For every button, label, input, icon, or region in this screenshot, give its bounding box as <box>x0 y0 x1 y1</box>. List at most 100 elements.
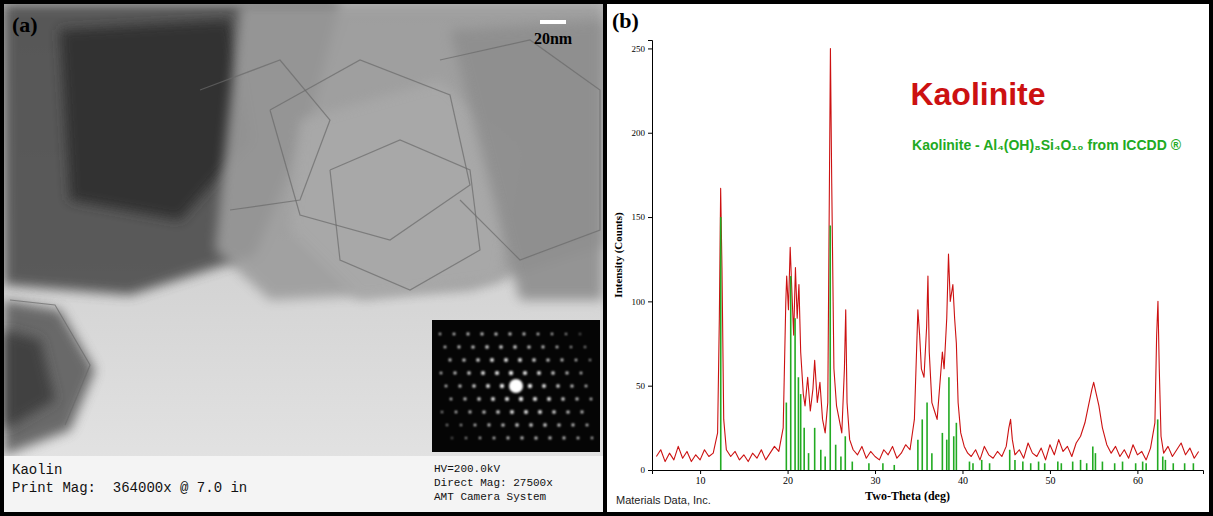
saed-spot <box>527 345 530 348</box>
y-tick-mark <box>648 48 652 49</box>
saed-spot <box>467 371 470 374</box>
saed-spot <box>501 423 504 426</box>
saed-spot <box>528 384 532 388</box>
x-axis: 102030405060 <box>653 470 1204 486</box>
saed-spot <box>547 397 551 401</box>
reference-stick <box>1086 463 1088 470</box>
reference-stick <box>798 377 800 470</box>
x-tick: 20 <box>783 470 793 486</box>
saed-spot <box>518 358 522 362</box>
reference-stick <box>1135 463 1137 470</box>
reference-stick <box>1092 446 1094 470</box>
saed-spot <box>570 384 573 387</box>
x-tick-label: 50 <box>1045 475 1055 486</box>
saed-spot <box>481 371 485 375</box>
scale-bar-label: 20nm <box>534 30 573 47</box>
reference-stick <box>1162 457 1164 470</box>
reference-stick <box>989 463 991 470</box>
saed-spot <box>523 371 527 375</box>
saed-spot <box>580 372 583 375</box>
y-tick: 250 <box>632 44 653 54</box>
y-tick-label: 50 <box>636 381 646 391</box>
saed-spot <box>482 410 485 413</box>
tem-plate-edge <box>440 40 600 260</box>
reference-stick <box>814 428 816 470</box>
y-tick-mark <box>648 133 652 134</box>
saed-spot <box>549 437 552 440</box>
saed-spot <box>490 358 494 362</box>
y-tick: 100 <box>632 297 653 307</box>
saed-spot <box>524 410 528 414</box>
saed-spot <box>494 332 497 335</box>
tem-plate <box>4 330 55 430</box>
reference-stick <box>1072 462 1074 470</box>
info-strip <box>4 456 603 512</box>
reference-stick <box>1114 463 1116 470</box>
x-tick: 60 <box>1133 470 1143 486</box>
saed-spot <box>577 437 580 440</box>
saed-spot <box>479 437 481 439</box>
reference-stick <box>820 450 822 470</box>
tem-plate-edge <box>10 300 90 425</box>
y-axis-line <box>648 41 653 471</box>
saed-spot <box>441 411 443 413</box>
reference-stick <box>942 433 944 470</box>
saed-spot <box>556 346 559 349</box>
x-tick-label: 30 <box>871 475 881 486</box>
y-tick-label: 0 <box>641 465 646 475</box>
reference-stick <box>1095 453 1097 470</box>
saed-spot <box>495 371 499 375</box>
saed-spot <box>585 385 588 388</box>
saed-spot <box>551 371 554 374</box>
y-tick: 0 <box>641 465 653 475</box>
saed-spot <box>561 359 564 362</box>
saed-spot <box>572 424 575 427</box>
saed-spot <box>451 437 453 439</box>
reference-stick <box>882 463 884 470</box>
reference-stick <box>1145 463 1147 470</box>
saed-spot <box>471 345 474 348</box>
reference-stick <box>953 436 955 470</box>
info-text: Direct Mag: 27500x <box>434 477 553 489</box>
saed-spot <box>509 371 513 375</box>
reference-sticks <box>721 217 1194 470</box>
saed-spot <box>515 423 518 426</box>
saed-spot <box>465 437 467 439</box>
reference-stick <box>1009 450 1011 470</box>
saed-spot <box>493 437 496 440</box>
saed-spot <box>472 384 475 387</box>
legend-entry: Kaolinite <box>910 76 1045 112</box>
reference-stick <box>851 462 853 470</box>
saed-spot <box>542 346 545 349</box>
reference-stick <box>800 394 802 470</box>
x-tick-label: 20 <box>783 475 793 486</box>
tem-plate <box>215 4 603 300</box>
saed-spot <box>552 410 556 414</box>
reference-stick <box>946 440 948 470</box>
reference-stick <box>1102 462 1104 470</box>
saed-spot <box>455 411 457 413</box>
reference-stick <box>921 419 923 470</box>
tem-panel: (a)20nmKaolinPrint Mag: 364000x @ 7.0 in… <box>4 4 603 512</box>
reference-stick <box>835 445 837 470</box>
y-tick-mark <box>648 386 652 387</box>
panel-label: (b) <box>612 8 639 33</box>
reference-stick <box>917 440 919 470</box>
saed-spot <box>519 397 523 401</box>
saed-spot <box>542 384 546 388</box>
plot-area <box>656 48 1198 470</box>
reference-stick <box>829 225 831 470</box>
reference-stick <box>1142 462 1144 470</box>
saed-spot <box>485 345 488 348</box>
x-tick-mark <box>1050 470 1051 474</box>
tem-plate <box>4 300 95 455</box>
reference-stick <box>794 318 796 470</box>
y-tick: 200 <box>632 128 653 138</box>
saed-spot <box>575 359 577 361</box>
saed-spot <box>556 384 559 387</box>
reference-stick <box>1022 462 1024 470</box>
reference-stick <box>790 276 792 470</box>
saed-spot <box>563 437 566 440</box>
saed-spot <box>458 384 461 387</box>
tem-background <box>4 4 603 512</box>
